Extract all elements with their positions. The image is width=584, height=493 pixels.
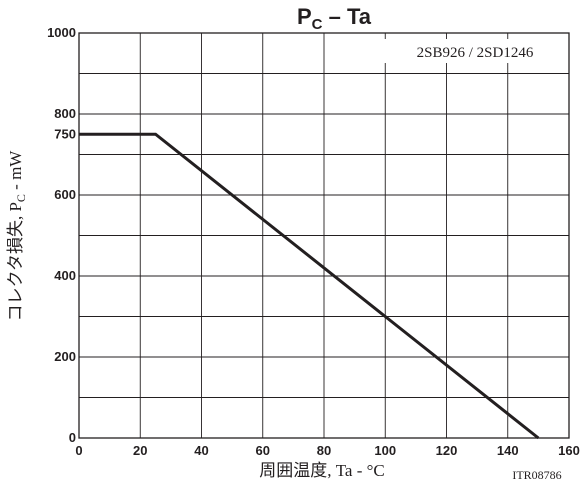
figure-code: ITR08786	[512, 468, 561, 482]
plot-frame	[78, 32, 570, 439]
x-tick-label: 120	[436, 443, 458, 458]
y-tick-labels: 0 200 400 600 750 800 1000	[47, 25, 76, 445]
y-axis-label: コレクタ損失, PC - mW	[6, 150, 28, 322]
x-tick-label: 60	[256, 443, 270, 458]
y-tick-label: 600	[54, 187, 76, 202]
chart-title: PC – Ta	[297, 4, 372, 33]
x-axis-label: 周囲温度, Ta - °C	[259, 461, 385, 480]
x-tick-label: 160	[558, 443, 580, 458]
y-tick-label: 200	[54, 349, 76, 364]
x-tick-label: 20	[133, 443, 147, 458]
series-layer	[79, 132, 540, 440]
legend-label: 2SB926 / 2SD1246	[417, 45, 534, 61]
grid-layer	[79, 33, 569, 438]
y-tick-label: 400	[54, 268, 76, 283]
x-tick-label: 0	[75, 443, 82, 458]
legend-box-background	[383, 39, 565, 63]
y-tick-label: 1000	[47, 25, 76, 40]
x-tick-label: 100	[374, 443, 396, 458]
x-tick-labels: 0 20 40 60 80 100 120 140 160	[75, 443, 579, 458]
y-tick-label: 800	[54, 106, 76, 121]
y-tick-label: 750	[54, 126, 76, 141]
x-tick-label: 40	[194, 443, 208, 458]
x-tick-label: 140	[497, 443, 519, 458]
x-tick-label: 80	[317, 443, 331, 458]
series-line	[79, 132, 540, 440]
y-tick-label: 0	[69, 430, 76, 445]
